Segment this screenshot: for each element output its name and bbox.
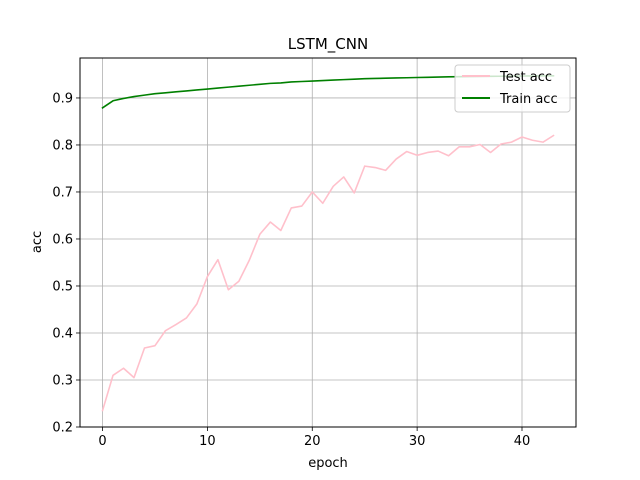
y-tick-label: 0.6 [52, 232, 73, 247]
grid [80, 58, 576, 428]
x-axis-label: epoch [308, 456, 348, 471]
x-tick-label: 40 [514, 434, 531, 449]
y-tick-label: 0.5 [52, 279, 73, 294]
y-tick-label: 0.8 [52, 138, 73, 153]
x-tick-label: 30 [409, 434, 426, 449]
legend-label-test-acc: Test acc [499, 70, 552, 85]
x-tick-label: 20 [304, 434, 321, 449]
y-tick-label: 0.4 [52, 326, 73, 341]
y-tick-label: 0.9 [52, 91, 73, 106]
y-tick-label: 0.7 [52, 185, 73, 200]
plot-frame [79, 57, 577, 428]
x-tick-label: 10 [199, 434, 216, 449]
y-axis-label: acc [30, 231, 45, 253]
legend: Test acc Train acc [454, 64, 571, 113]
x-tick-label: 0 [98, 434, 106, 449]
legend-label-train-acc: Train acc [499, 92, 558, 107]
plot-area [80, 58, 576, 427]
series-line-test-acc [101, 134, 555, 412]
ticks: 0 10 20 30 40 0.2 0.3 0.4 0.5 0.6 0.7 0.8 0.9 [52, 91, 530, 449]
y-tick-label: 0.3 [52, 373, 73, 388]
chart-title: LSTM_CNN [288, 35, 368, 54]
y-tick-label: 0.2 [52, 421, 73, 436]
